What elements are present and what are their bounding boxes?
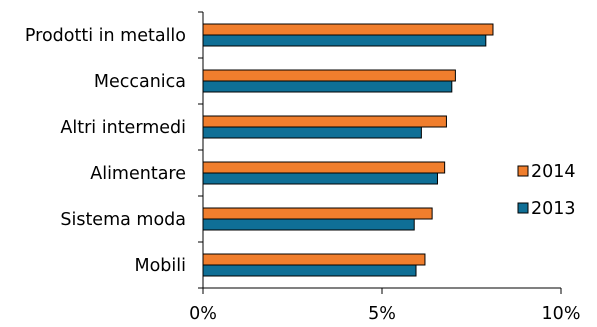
category-label: Sistema moda [60, 210, 186, 230]
category-labels: Prodotti in metallo Meccanica Altri interm… [25, 26, 186, 276]
legend: 2014 2013 [517, 162, 576, 219]
bars-group [202, 23, 494, 277]
x-tick-label: 0% [189, 304, 217, 324]
bar-2013-0 [202, 34, 487, 47]
x-tick-label: 10% [542, 304, 581, 324]
x-tick-label: 5% [368, 304, 396, 324]
category-label: Meccanica [94, 72, 186, 92]
y-axis-ticks [198, 11, 203, 289]
bar-2014-1 [202, 69, 456, 82]
category-label: Mobili [134, 256, 186, 276]
legend-swatch-2014 [517, 165, 529, 177]
bar-2013-1 [202, 80, 453, 93]
bar-2014-3 [202, 161, 446, 174]
bar-2013-5 [202, 264, 417, 277]
bar-2014-5 [202, 253, 426, 266]
bar-2013-4 [202, 218, 415, 231]
category-label: Prodotti in metallo [25, 26, 186, 46]
legend-label-2013: 2013 [531, 199, 576, 219]
bar-2013-2 [202, 126, 422, 139]
legend-label-2014: 2014 [531, 162, 576, 182]
bar-2014-0 [202, 23, 494, 36]
category-label: Alimentare [90, 164, 186, 184]
bar-2014-4 [202, 207, 433, 220]
category-label: Altri intermedi [60, 118, 186, 138]
bar-2014-2 [202, 115, 447, 128]
bar-2013-3 [202, 172, 438, 185]
legend-swatch-2013 [517, 202, 529, 214]
x-axis-ticks: 0% 5% 10% [189, 288, 580, 324]
